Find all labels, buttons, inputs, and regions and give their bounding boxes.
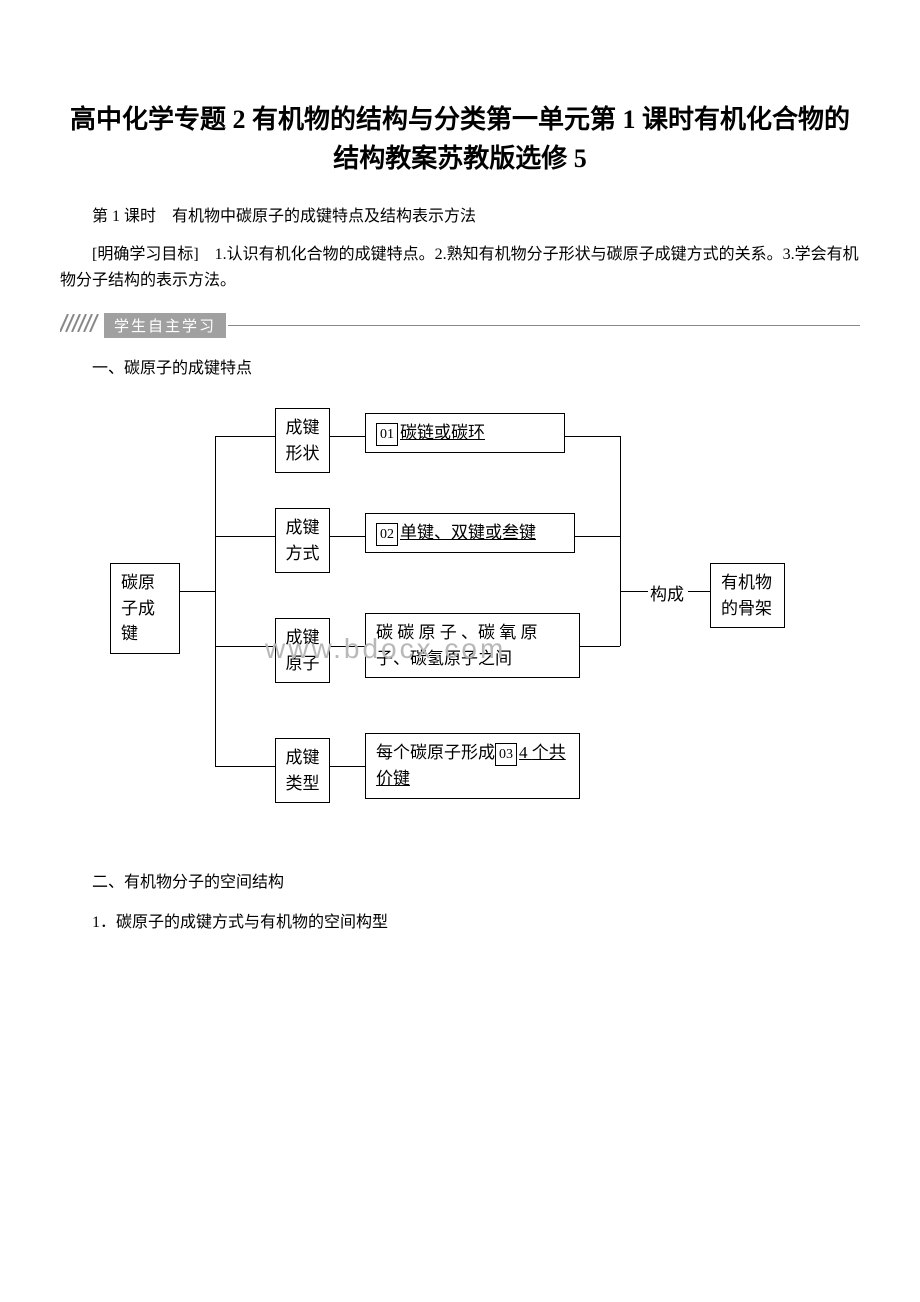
section-badge: 学生自主学习 <box>104 313 226 338</box>
node-row2-label: 成键方式 <box>275 508 330 573</box>
node-row3-content: 碳 碳 原 子 、碳 氧 原子、碳氢原子之间 <box>365 613 580 678</box>
heading-2: 二、有机物分子的空间结构 <box>60 868 860 892</box>
num-badge-03: 03 <box>495 743 517 766</box>
section-header: 学生自主学习 <box>60 313 860 338</box>
page-title: 高中化学专题 2 有机物的结构与分类第一单元第 1 课时有机化合物的结构教案苏教… <box>60 100 860 178</box>
lesson-subtitle: 第 1 课时 有机物中碳原子的成键特点及结构表示方法 <box>60 202 860 226</box>
node-row3-label: 成键原子 <box>275 618 330 683</box>
node-row2-content: 02单键、双键或叁键 <box>365 513 575 553</box>
node-row1-label: 成键形状 <box>275 408 330 473</box>
heading-1: 一、碳原子的成键特点 <box>60 354 860 378</box>
node-row1-content: 01碳链或碳环 <box>365 413 565 453</box>
concept-diagram: 碳原子成键 成键形状 成键方式 成键原子 成键类型 01碳链或碳环 02单键、双… <box>60 408 860 828</box>
row2-text: 单键、双键或叁键 <box>400 523 536 542</box>
heading-3: 1．碳原子的成键方式与有机物的空间构型 <box>60 908 860 932</box>
section-divider-line <box>228 325 860 326</box>
node-row4-label: 成键类型 <box>275 738 330 803</box>
learning-objective: [明确学习目标] 1.认识有机化合物的成键特点。2.熟知有机物分子形状与碳原子成… <box>60 242 860 293</box>
right-connector-label: 构成 <box>650 580 684 605</box>
node-left: 碳原子成键 <box>110 563 180 654</box>
row4-text-after: 4 <box>519 743 532 762</box>
row1-text: 碳链或碳环 <box>400 423 485 442</box>
hatching-icon <box>60 314 100 337</box>
num-badge-01: 01 <box>376 423 398 446</box>
num-badge-02: 02 <box>376 523 398 546</box>
row4-text-before: 每个碳原子形成 <box>376 743 495 762</box>
node-right: 有机物的骨架 <box>710 563 785 628</box>
node-row4-content: 每个碳原子形成034 个共价键 <box>365 733 580 799</box>
